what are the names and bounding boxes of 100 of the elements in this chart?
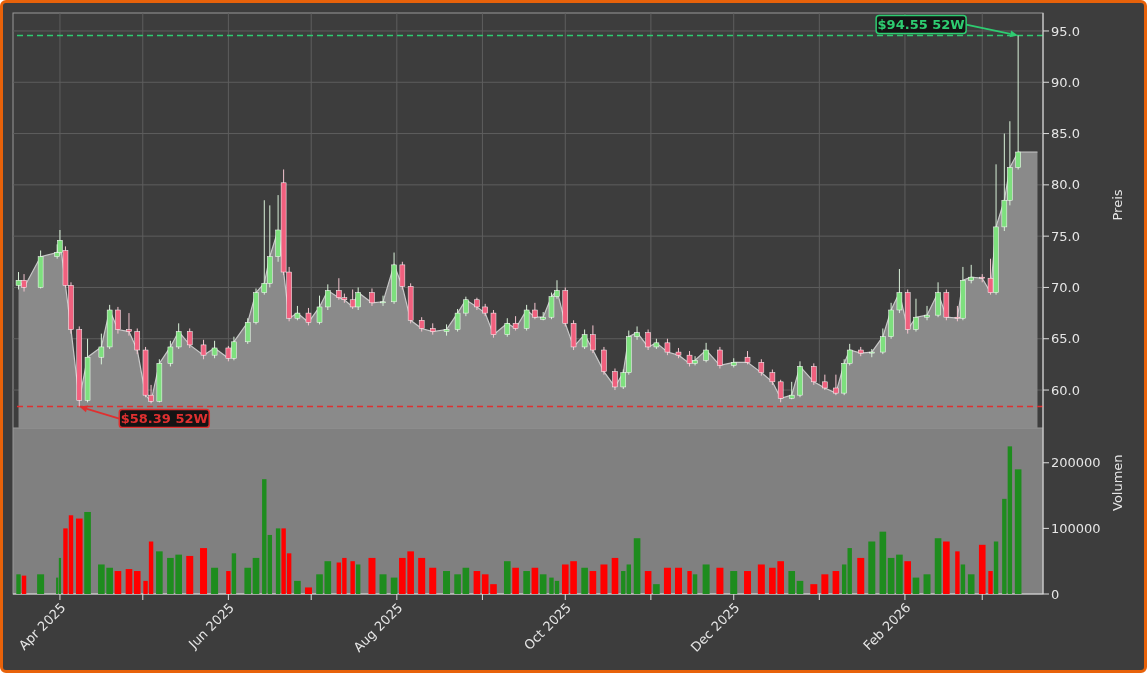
annotation: $58.39 52W [120, 410, 208, 426]
candlestick [612, 367, 618, 391]
bar [621, 571, 626, 594]
bar [832, 571, 840, 594]
bar [675, 567, 682, 594]
bar [757, 564, 765, 594]
candlestick [581, 329, 588, 350]
bar [904, 561, 912, 594]
bar [821, 574, 829, 594]
y-tick-label: 100000 [1051, 521, 1101, 536]
bar [796, 580, 804, 594]
bar [275, 528, 281, 594]
candlestick [634, 325, 640, 341]
bar [252, 557, 260, 594]
candlestick [244, 317, 251, 345]
bar [967, 574, 975, 594]
bar [644, 571, 652, 594]
candlestick [896, 268, 903, 314]
bar [744, 571, 752, 594]
candlestick [924, 305, 930, 321]
bar [454, 574, 461, 594]
bar [611, 557, 619, 594]
candlestick [126, 312, 132, 337]
bar [702, 564, 710, 594]
candlestick [833, 374, 839, 396]
candlestick [115, 306, 121, 335]
candlestick [968, 264, 974, 284]
candlestick [504, 317, 511, 338]
y-tick-label: 0 [1051, 586, 1060, 602]
candlestick [811, 362, 817, 386]
bar [114, 571, 122, 594]
bar [379, 574, 387, 594]
bar [531, 567, 539, 594]
candlestick [490, 309, 497, 339]
bar [429, 567, 437, 594]
candlestick [717, 346, 723, 369]
candlestick [186, 327, 193, 349]
bar [226, 571, 231, 594]
candlestick [1015, 35, 1021, 170]
y-tick-label: 75.0 [1051, 228, 1080, 244]
bar [993, 541, 999, 594]
bar [16, 574, 21, 594]
bar [473, 571, 481, 594]
annotation: $94.55 52W [877, 16, 965, 32]
bar [943, 541, 950, 594]
bar [1014, 469, 1022, 594]
candlestick [935, 281, 941, 318]
bar [600, 564, 608, 594]
candlestick [380, 295, 386, 307]
candlestick [325, 283, 331, 311]
bar [156, 551, 163, 594]
bar [304, 587, 312, 594]
bar [716, 567, 724, 594]
bar [978, 544, 986, 594]
candlestick [175, 322, 182, 350]
bar [692, 574, 698, 594]
bar [687, 571, 692, 594]
y-tick-label: 70.0 [1051, 280, 1080, 296]
candlestick [463, 296, 469, 317]
bar [267, 534, 273, 594]
bar [857, 557, 865, 594]
bar [211, 567, 219, 594]
bar [988, 571, 993, 594]
bar [418, 557, 426, 594]
bar [810, 584, 818, 594]
bar [512, 567, 519, 594]
bar [663, 567, 671, 594]
bar [355, 564, 361, 594]
y-tick-label: 80.0 [1051, 177, 1080, 193]
bar [84, 511, 91, 594]
y-axis-title: Volumen [1109, 454, 1125, 511]
candlestick [134, 327, 141, 355]
bar [125, 569, 133, 594]
candlestick [913, 298, 919, 333]
y-axis-title: Preis [1109, 189, 1125, 221]
bar [523, 571, 530, 594]
candlestick [777, 379, 784, 403]
candlestick [200, 339, 207, 360]
bar [244, 567, 252, 594]
bar [934, 538, 942, 594]
bar [75, 518, 83, 594]
bar [633, 538, 641, 594]
bar [262, 479, 267, 594]
bar [462, 567, 470, 594]
bar [539, 574, 547, 594]
y-tick-label: 200000 [1051, 455, 1101, 471]
candlestick [523, 304, 530, 332]
bar [133, 571, 141, 594]
bar [730, 571, 738, 594]
bar [200, 548, 208, 594]
bar [368, 557, 376, 594]
bar [955, 551, 960, 594]
y-tick-label: 85.0 [1051, 126, 1080, 142]
candlestick [880, 327, 886, 355]
bar [503, 561, 511, 594]
bar [294, 580, 301, 594]
candlestick [590, 324, 596, 354]
bar [186, 555, 194, 594]
bar [589, 571, 597, 594]
candlestick [454, 308, 461, 333]
